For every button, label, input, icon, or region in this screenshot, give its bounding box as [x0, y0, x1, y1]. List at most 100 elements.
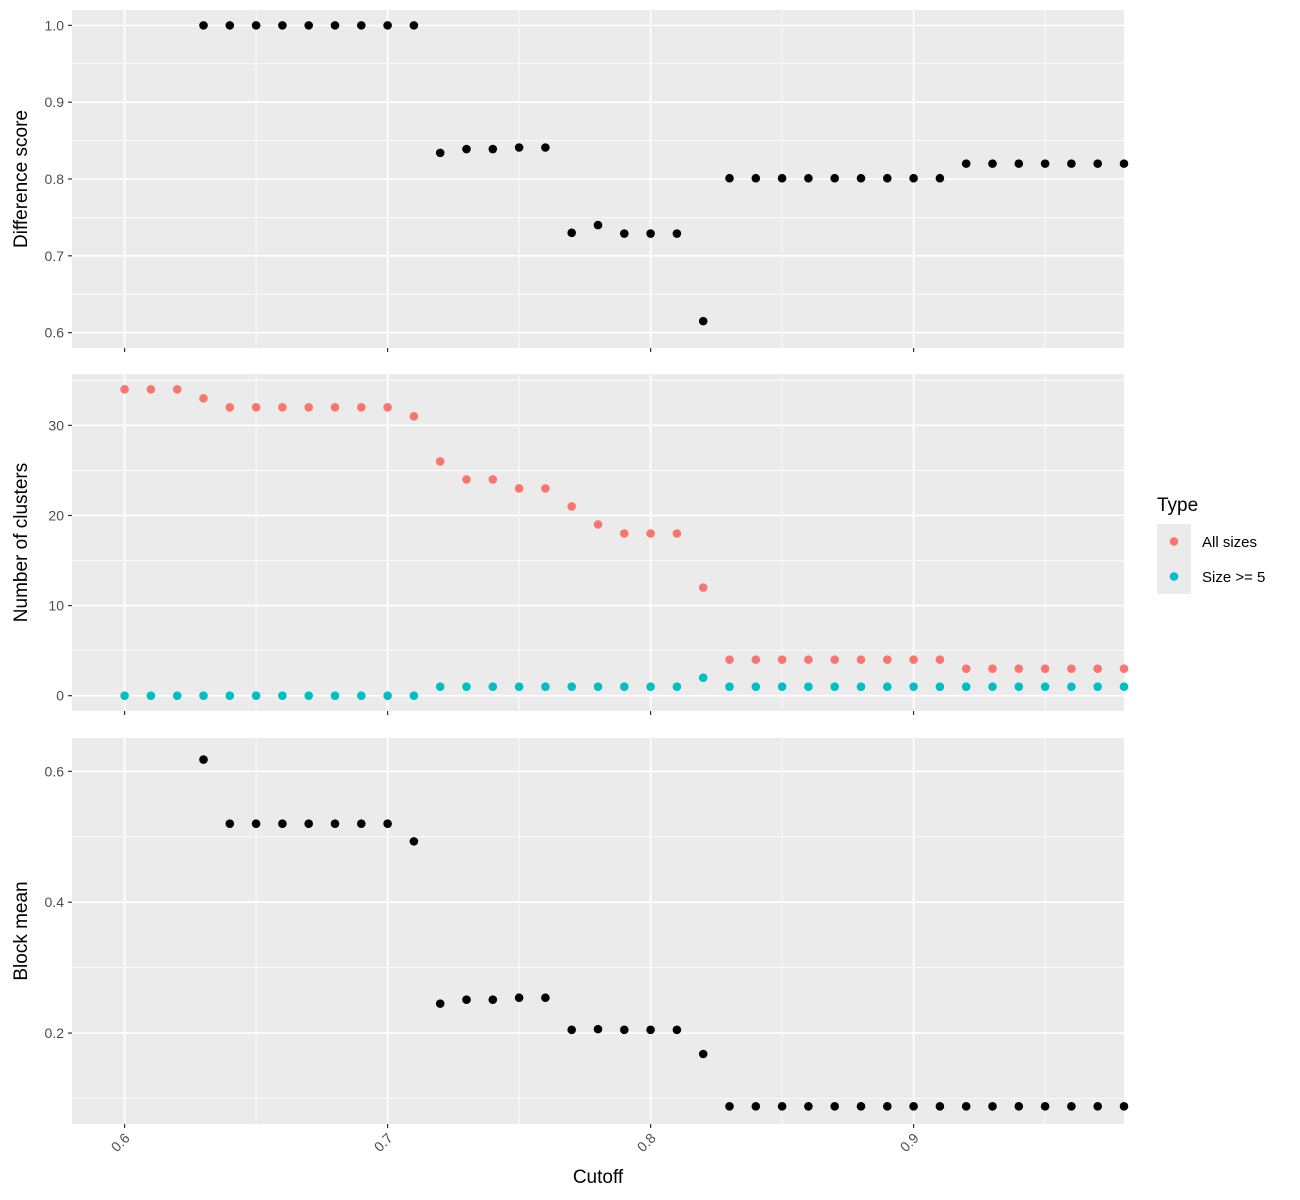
data-point [725, 1102, 734, 1111]
x-axis-title: Cutoff [573, 1167, 624, 1188]
data-point [278, 21, 287, 30]
x-tick-label: 0.7 [371, 1130, 396, 1155]
data-point [909, 173, 918, 183]
data-point [988, 1102, 997, 1111]
data-point [330, 21, 340, 30]
data-point [488, 144, 498, 154]
data-point [698, 316, 708, 326]
y-tick-label: 0 [56, 688, 64, 704]
data-point [935, 173, 945, 183]
data-point [304, 819, 314, 829]
data-point [435, 457, 445, 466]
y-tick-label: 20 [48, 507, 64, 523]
data-point [251, 403, 261, 412]
data-point [251, 691, 261, 700]
data-point [514, 143, 524, 152]
data-point [1119, 682, 1129, 691]
data-point [383, 403, 392, 412]
data-point [1093, 682, 1102, 691]
data-point [1014, 682, 1024, 691]
data-point [698, 673, 708, 682]
data-point [777, 655, 787, 664]
data-point [909, 655, 918, 664]
series-1-1 [199, 21, 1129, 326]
data-point [883, 655, 892, 664]
y-tick-label: 1.0 [45, 17, 65, 33]
series-2-2 [120, 673, 1129, 700]
data-point [935, 655, 945, 664]
series-2-1 [120, 385, 1129, 673]
data-point [199, 21, 208, 30]
x-tick-label: 0.8 [634, 1130, 659, 1155]
data-point [172, 385, 182, 394]
data-point [146, 691, 156, 700]
legend-swatch [1169, 537, 1179, 546]
data-point [1119, 1102, 1129, 1111]
data-point [620, 682, 629, 691]
data-point [541, 682, 550, 691]
data-point [435, 148, 445, 158]
data-point [330, 403, 340, 412]
data-point [830, 655, 839, 664]
data-point [462, 995, 471, 1004]
data-point [988, 159, 997, 168]
data-point [961, 1102, 971, 1111]
data-point [330, 691, 340, 700]
data-point [883, 682, 892, 691]
data-point [462, 475, 471, 484]
data-point [225, 21, 235, 30]
data-point [856, 1102, 866, 1111]
data-point [278, 403, 287, 412]
legend-label: Size >= 5 [1202, 569, 1265, 586]
data-point [1093, 159, 1102, 168]
data-point [830, 682, 839, 691]
series-3-1 [199, 755, 1129, 1111]
y-tick-label: 0.6 [45, 763, 65, 779]
data-point [646, 682, 655, 691]
data-point [1040, 1102, 1050, 1111]
data-point [646, 1025, 655, 1035]
data-point [278, 691, 287, 700]
data-point [1119, 159, 1129, 168]
data-point [383, 819, 392, 829]
data-point [251, 21, 261, 30]
data-point [1067, 664, 1076, 673]
data-point [883, 1102, 892, 1111]
data-point [751, 682, 761, 691]
panel-background [72, 374, 1124, 711]
data-point [1093, 664, 1102, 673]
data-point [120, 385, 129, 394]
y-axis-title: Difference score [11, 110, 32, 248]
data-point [883, 173, 892, 183]
legend-title: Type [1157, 495, 1198, 516]
data-point [383, 21, 392, 30]
panel-1: 0.6 0.7 0.8 0.9 1.0 Difference score [11, 10, 1129, 352]
data-point [593, 1024, 603, 1034]
data-point [488, 995, 498, 1004]
y-axis-title: Block mean [11, 881, 32, 980]
data-point [1014, 159, 1024, 168]
data-point [830, 1102, 839, 1111]
legend: Type All sizes Size >= 5 [1157, 495, 1265, 594]
data-point [725, 173, 734, 183]
data-point [909, 682, 918, 691]
data-point [620, 1025, 629, 1035]
data-point [804, 655, 813, 664]
panel-3: 0.2 0.4 0.6 Block mean [11, 738, 1129, 1128]
data-point [804, 682, 813, 691]
data-point [462, 144, 471, 154]
data-point [856, 173, 866, 183]
data-point [1093, 1102, 1102, 1111]
data-point [751, 173, 761, 183]
data-point [541, 993, 550, 1003]
data-point [1040, 664, 1050, 673]
data-point [278, 819, 287, 829]
data-point [1014, 1102, 1024, 1111]
data-point [514, 484, 524, 493]
data-point [698, 583, 708, 592]
data-point [777, 1102, 787, 1111]
data-point [330, 819, 340, 829]
data-point [199, 691, 208, 700]
data-point [646, 229, 655, 238]
